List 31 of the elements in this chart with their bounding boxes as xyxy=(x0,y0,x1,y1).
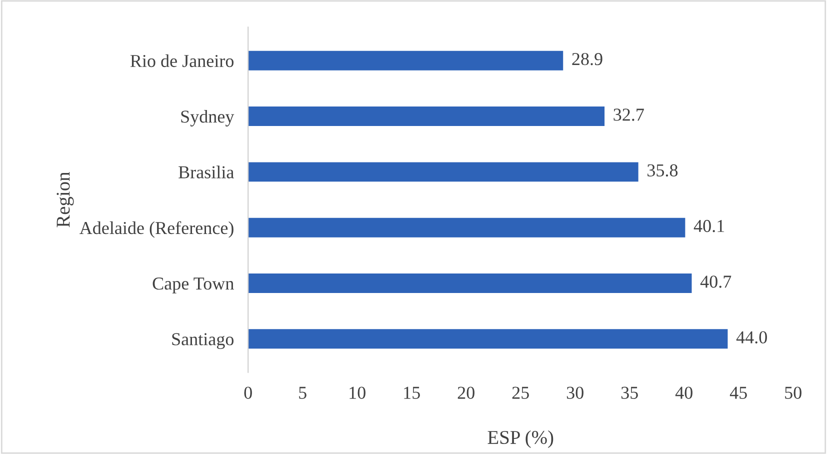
bar xyxy=(248,218,686,238)
x-tick-label: 35 xyxy=(621,386,638,399)
x-tick-label: 25 xyxy=(512,386,529,399)
bar xyxy=(248,50,564,70)
y-tick-label: Rio de Janeiro xyxy=(130,54,234,68)
x-tick-label: 45 xyxy=(730,386,747,399)
data-label: 35.8 xyxy=(648,164,678,177)
x-axis-title: ESP (%) xyxy=(488,430,554,448)
y-tick-label: Brasilia xyxy=(178,166,234,178)
bar xyxy=(248,274,692,293)
x-tick-label: 10 xyxy=(350,386,366,399)
data-label: 28.9 xyxy=(572,52,602,66)
y-tick-label: Adelaide (Reference) xyxy=(80,221,234,238)
y-tick-label: Santiago xyxy=(172,333,234,350)
x-tick-label: 5 xyxy=(299,386,306,399)
bar xyxy=(248,106,605,126)
x-tick-label: 0 xyxy=(244,386,252,399)
bar xyxy=(248,329,728,349)
data-label: 40.7 xyxy=(700,276,732,288)
x-tick-label: 30 xyxy=(566,386,584,399)
x-tick-label: 40 xyxy=(675,386,692,399)
data-label: 32.7 xyxy=(614,108,644,121)
y-tick-label: Sydney xyxy=(181,110,234,126)
y-tick-label: Cape Town xyxy=(152,278,234,294)
data-label: 44.0 xyxy=(736,331,767,344)
x-tick-label: 20 xyxy=(458,386,474,399)
bar xyxy=(248,162,638,182)
y-axis-title: Region xyxy=(56,172,74,228)
x-tick-label: 50 xyxy=(785,386,802,399)
data-label: 40.1 xyxy=(694,220,724,232)
x-tick-label: 15 xyxy=(404,386,420,399)
